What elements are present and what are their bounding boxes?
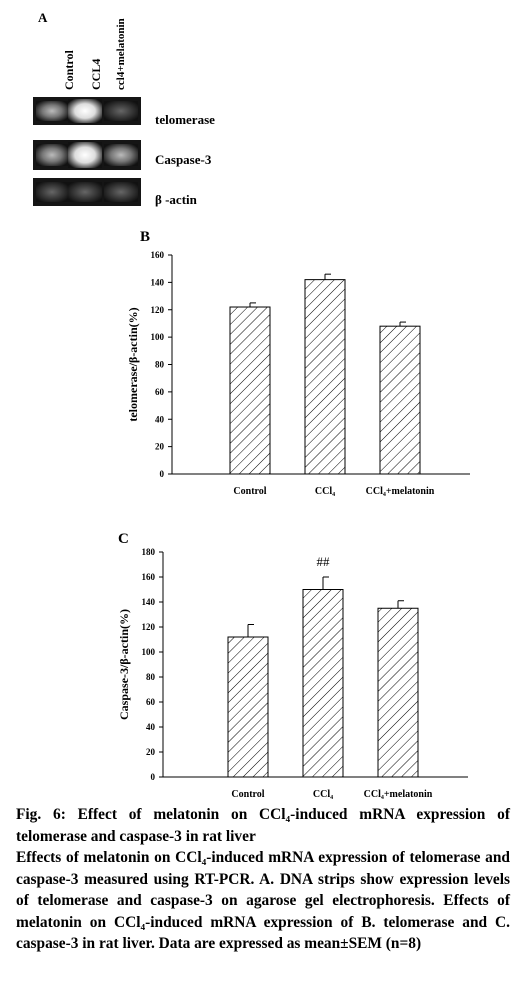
y-tick-label: 0 (151, 772, 156, 782)
annotation: ## (317, 554, 331, 569)
caption-body: Effects of melatonin on CCl₄-induced mRN… (16, 849, 510, 952)
panel-letter: A (38, 10, 48, 25)
lane-label: CCL4 (89, 59, 103, 90)
y-tick-label: 160 (151, 250, 165, 260)
y-tick-label: 140 (151, 277, 165, 287)
y-tick-label: 100 (151, 332, 165, 342)
y-tick-label: 60 (146, 697, 156, 707)
row-label: β -actin (155, 192, 198, 207)
y-tick-label: 80 (146, 672, 156, 682)
bar (302, 589, 344, 778)
bar (379, 325, 421, 475)
x-tick-label: Control (233, 486, 266, 497)
y-tick-label: 120 (142, 622, 156, 632)
lane-label: Control (62, 50, 76, 90)
bar (377, 607, 419, 778)
y-tick-label: 20 (155, 442, 165, 452)
bar (227, 636, 269, 778)
row-label: Caspase-3 (155, 152, 212, 167)
y-axis-label: Caspase-3/β-actin(%) (117, 609, 131, 720)
chart: A Control CCL4 ccl4+melatonin telomerase… (33, 10, 470, 800)
caption-title: Fig. 6: Effect of melatonin on CCl₄-indu… (16, 806, 510, 845)
y-tick-label: 40 (146, 722, 156, 732)
caption: Fig. 6: Effect of melatonin on CCl₄-indu… (16, 804, 510, 955)
bar (304, 279, 346, 475)
panel-letter: B (140, 229, 150, 245)
lane-label: ccl4+melatonin (115, 18, 127, 90)
x-tick-label: CCl₄ (315, 486, 335, 497)
row-label: telomerase (155, 112, 215, 127)
y-tick-label: 80 (155, 360, 165, 370)
x-tick-label: CCl₄+melatonin (364, 789, 433, 800)
y-tick-label: 160 (142, 572, 156, 582)
y-tick-label: 120 (151, 305, 165, 315)
panel-letter: C (118, 531, 129, 547)
y-tick-label: 100 (142, 647, 156, 657)
bar (229, 306, 271, 475)
y-tick-label: 20 (146, 747, 156, 757)
gel (33, 97, 141, 206)
y-tick-label: 140 (142, 597, 156, 607)
x-tick-label: Control (231, 789, 264, 800)
x-tick-label: CCl₄+melatonin (366, 486, 435, 497)
y-tick-label: 40 (155, 414, 165, 424)
y-axis-label: telomerase/β-actin(%) (126, 307, 140, 421)
y-tick-label: 60 (155, 387, 165, 397)
y-tick-label: 0 (160, 469, 165, 479)
y-tick-label: 180 (142, 547, 156, 557)
x-tick-label: CCl₄ (313, 789, 333, 800)
